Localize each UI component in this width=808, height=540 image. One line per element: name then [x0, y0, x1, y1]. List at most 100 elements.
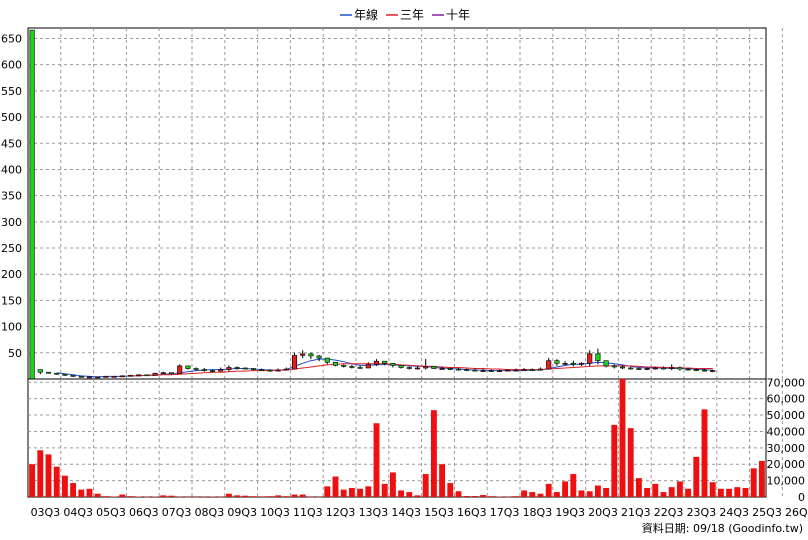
candle-body: [37, 369, 43, 373]
price-y-tick-label: 250: [1, 242, 22, 255]
volume-bar: [94, 493, 101, 497]
volume-y-tick-label: 40,000: [767, 425, 806, 438]
price-y-tick-label: 350: [1, 190, 22, 203]
x-tick-label: 17Q3: [490, 506, 520, 519]
candle-body: [168, 372, 175, 375]
candle-body: [414, 367, 421, 370]
candle-body: [406, 367, 412, 369]
volume-bar: [758, 460, 765, 497]
volume-y-tick-label: 70,000: [767, 376, 806, 389]
candle-body: [291, 355, 298, 370]
candle-body: [505, 369, 511, 372]
volume-bars: [29, 379, 765, 498]
volume-bar: [234, 495, 241, 497]
volume-bar: [521, 490, 528, 497]
volume-bar: [562, 481, 569, 497]
volume-bar: [29, 464, 36, 497]
candle-body: [382, 360, 388, 364]
volume-bar: [119, 494, 126, 497]
volume-bar: [45, 454, 52, 497]
volume-bar: [414, 495, 421, 497]
volume-bar: [61, 475, 68, 497]
candles: [29, 29, 716, 380]
candle-body: [308, 353, 314, 357]
volume-bar: [685, 488, 692, 497]
candle-body: [127, 375, 134, 377]
candle-body: [357, 367, 363, 369]
candle-body: [472, 369, 478, 372]
legend-label-three-year: 三年: [400, 8, 424, 22]
volume-bar: [135, 496, 142, 498]
x-tick-label: 25Q3: [752, 506, 782, 519]
volume-bar: [611, 424, 618, 497]
volume-bar: [193, 496, 200, 498]
x-tick-label: 13Q3: [359, 506, 389, 519]
volume-bar: [701, 409, 708, 497]
volume-bar: [152, 496, 159, 498]
volume-bar: [53, 466, 60, 497]
volume-panel: 0 10,000 20,000 30,000 40,000 50,000 60,000 70,…: [27, 376, 806, 504]
legend-label-year: 年線: [354, 7, 378, 22]
volume-bar: [463, 496, 470, 497]
volume-bar: [266, 496, 273, 497]
volume-y-tick-label: 0: [798, 491, 805, 504]
x-tick-label: 15Q3: [424, 506, 454, 519]
candle-body: [537, 368, 544, 371]
x-tick-label: 06Q3: [129, 506, 159, 519]
volume-y-axis: 0 10,000 20,000 30,000 40,000 50,000 60,000 70,…: [767, 376, 806, 504]
volume-bar: [283, 496, 290, 497]
volume-bar: [471, 496, 478, 497]
volume-bar: [176, 496, 183, 498]
volume-bar: [619, 379, 626, 497]
x-tick-label: 16Q3: [457, 506, 487, 519]
volume-bar: [381, 483, 388, 497]
candle-body: [185, 365, 191, 369]
volume-bar: [365, 486, 372, 497]
candle-body: [439, 368, 445, 370]
x-tick-label: 22Q3: [654, 506, 684, 519]
price-panel: 50 100 150 200 250 300 350 400 450 500 550 600 650: [1, 27, 783, 380]
volume-bar: [299, 494, 306, 497]
candle-body: [177, 365, 183, 375]
x-tick-label: 18Q3: [523, 506, 553, 519]
volume-bar: [742, 487, 749, 497]
volume-bar: [709, 482, 716, 497]
candle-body: [70, 375, 76, 377]
candle-body: [496, 370, 503, 372]
candle-body: [562, 362, 568, 365]
x-tick-label: 12Q3: [326, 506, 356, 519]
candle-body: [193, 368, 199, 370]
candle-body: [693, 369, 699, 371]
candle-body: [136, 374, 142, 377]
volume-y-tick-label: 60,000: [767, 393, 806, 406]
volume-bar: [586, 491, 593, 497]
candle-body: [628, 367, 634, 370]
candle-body: [103, 376, 109, 378]
candle-body: [423, 366, 429, 369]
candle-body: [341, 365, 347, 367]
volume-bar: [496, 496, 503, 498]
price-y-tick-label: 600: [1, 59, 22, 72]
x-tick-label: 24Q3: [719, 506, 749, 519]
volume-bar: [225, 493, 232, 497]
legend-label-ten-year: 十年: [446, 8, 470, 22]
candle-body: [54, 372, 60, 375]
candle-body: [431, 366, 437, 369]
volume-bar: [406, 492, 413, 497]
volume-bar: [488, 496, 495, 497]
volume-bar: [693, 456, 700, 497]
volume-bar: [324, 486, 331, 497]
volume-bar: [37, 450, 44, 497]
candle-body: [529, 369, 535, 371]
volume-bar: [537, 493, 544, 497]
candle-body: [464, 369, 470, 371]
price-y-tick-label: 200: [1, 268, 22, 281]
legend-item-year: 年線: [340, 7, 378, 22]
volume-bar: [439, 464, 446, 497]
candle-body: [218, 369, 224, 372]
volume-bar: [652, 483, 659, 497]
volume-bar: [726, 488, 733, 497]
candle-body: [332, 361, 339, 366]
volume-bar: [160, 495, 167, 497]
price-y-tick-label: 300: [1, 216, 22, 229]
